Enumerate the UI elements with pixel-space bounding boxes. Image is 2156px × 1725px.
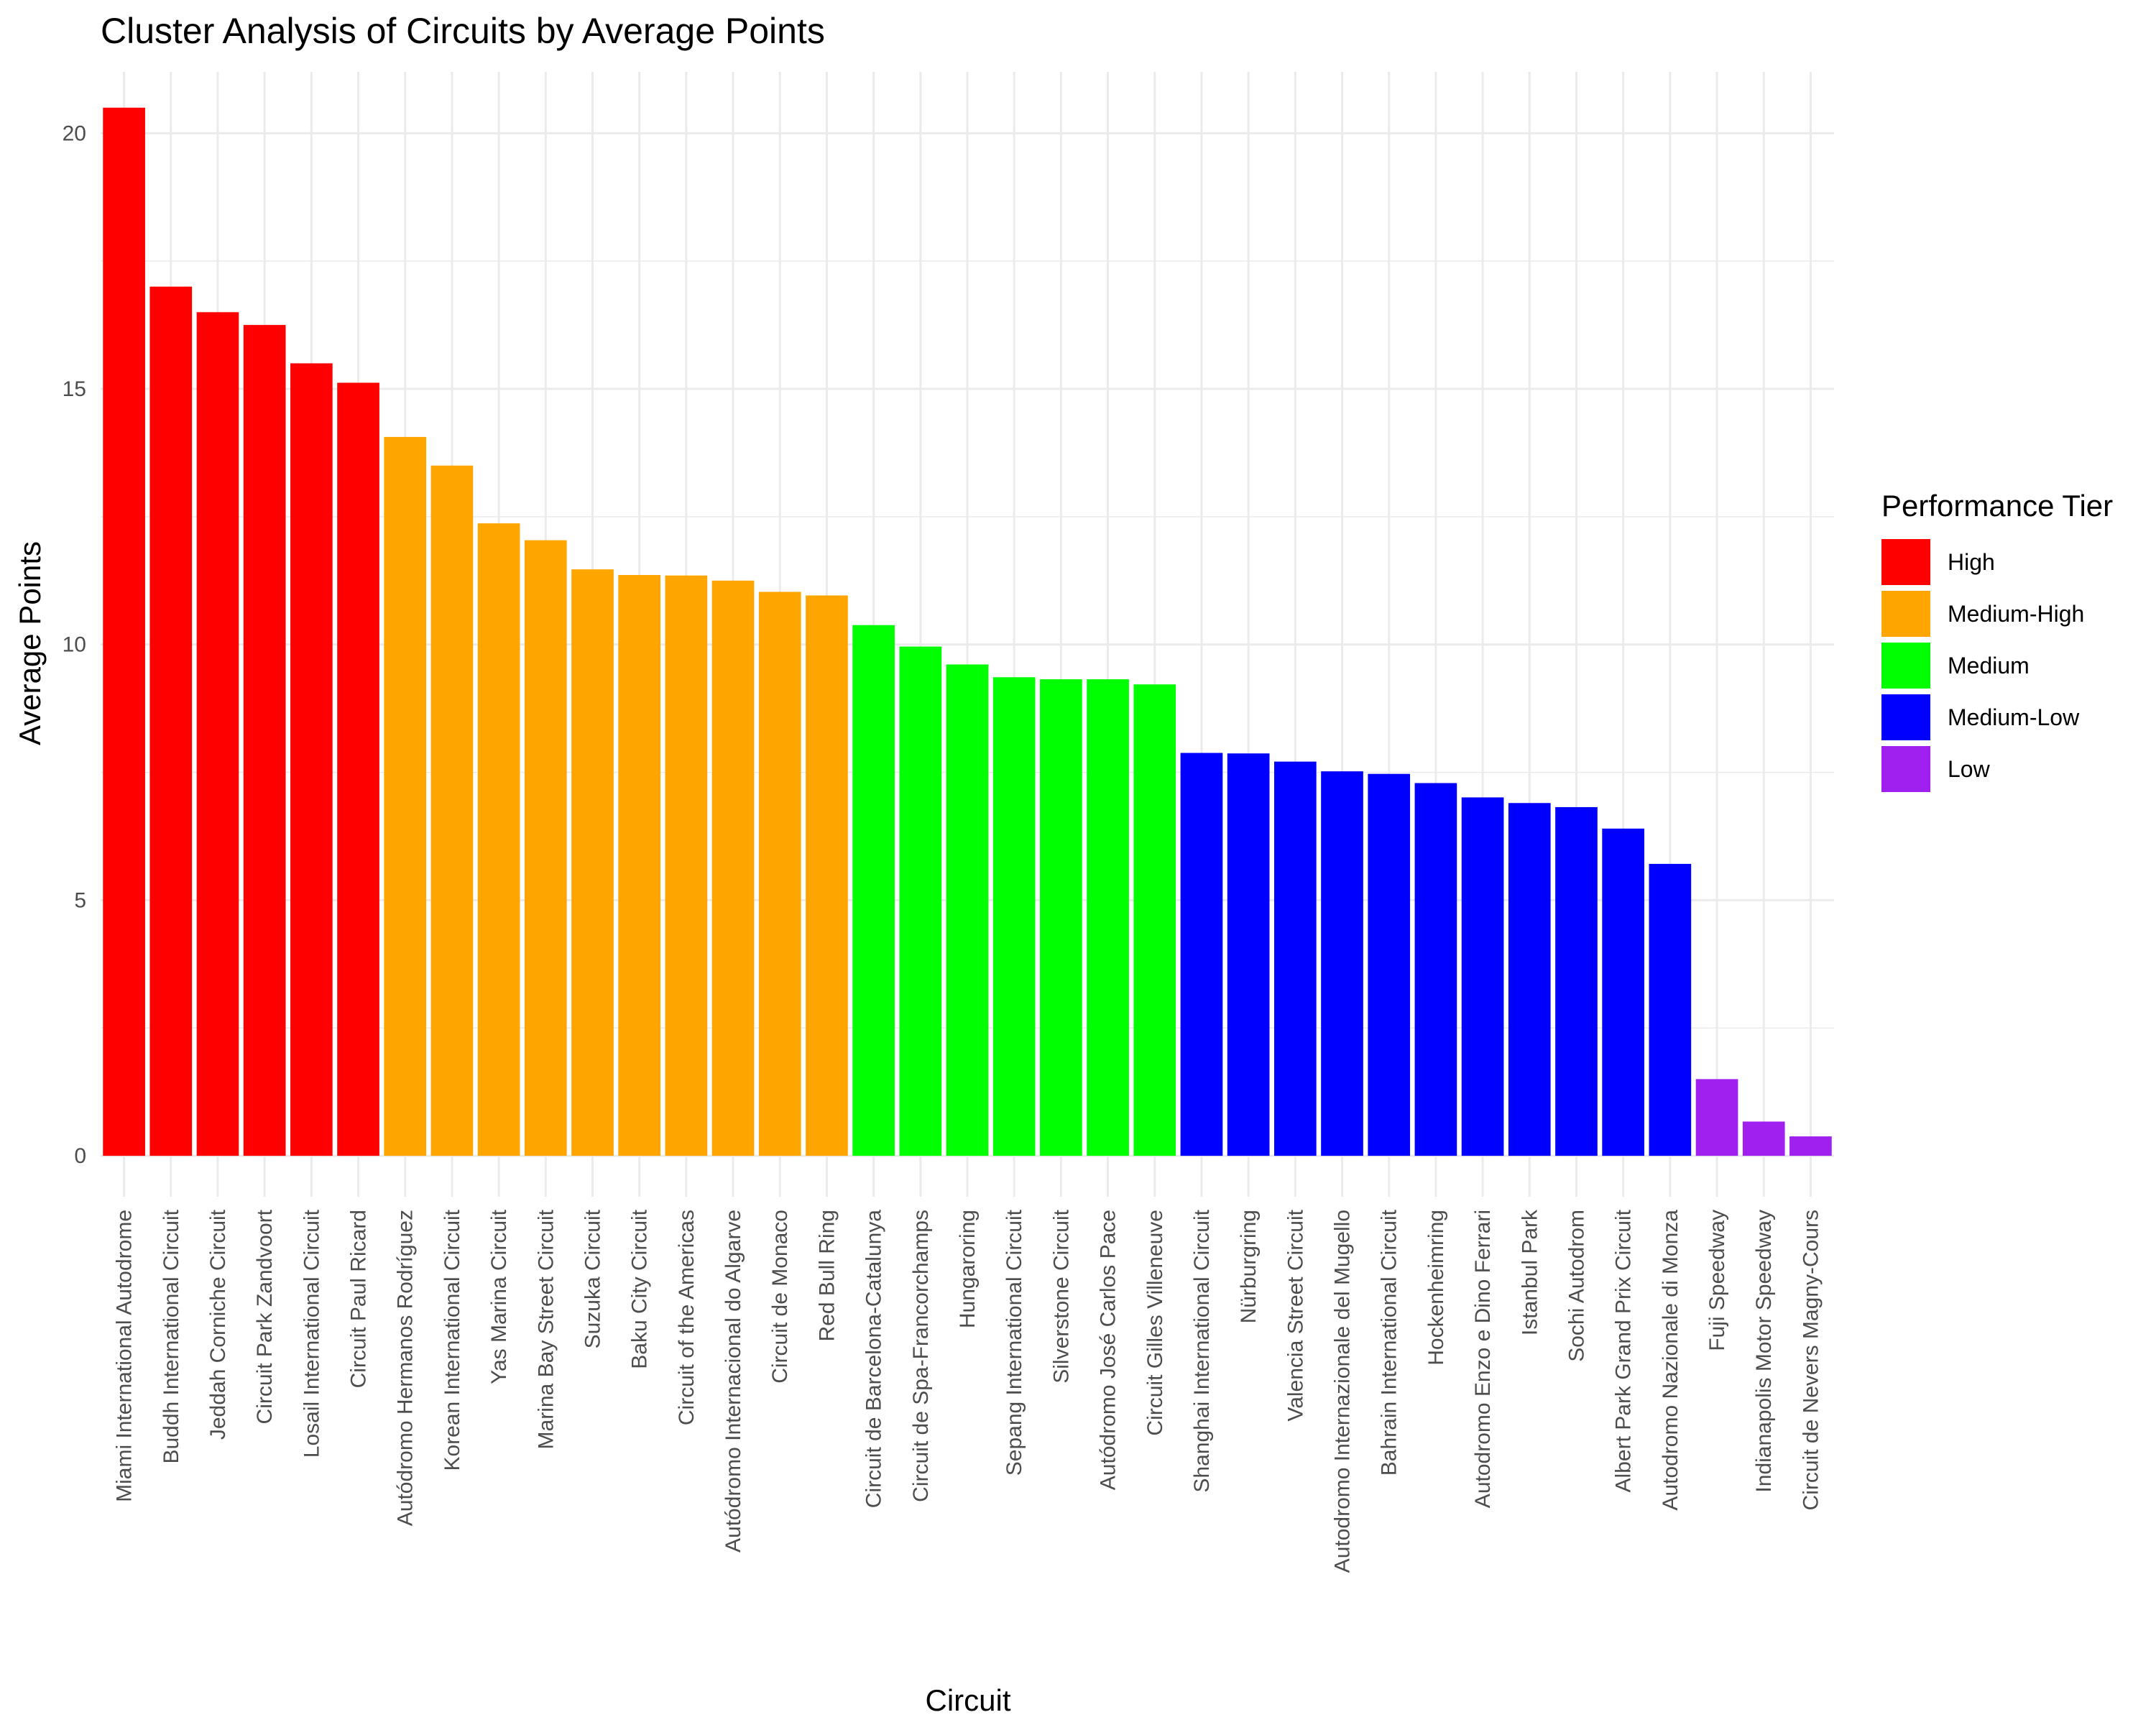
x-tick-label: Circuit of the Americas [675,1210,699,1425]
x-tick-label: Autodromo Enzo e Dino Ferrari [1471,1210,1495,1508]
y-tick-label: 10 [63,633,86,657]
legend: Performance Tier High Medium-High Medium Me… [1881,489,2113,792]
bar [1461,797,1504,1156]
legend-label: Medium-High [1948,601,2084,627]
bar [1649,863,1692,1156]
x-tick-label: Circuit de Spa-Francorchamps [909,1210,933,1502]
x-tick-label: Marina Bay Street Circuit [534,1209,558,1449]
x-tick-label: Baku City Circuit [628,1209,652,1368]
bar [1508,803,1551,1156]
x-tick-label: Suzuka Circuit [581,1209,604,1348]
bar [1321,771,1363,1156]
x-tick-label: Bahrain International Circuit [1378,1209,1401,1476]
x-tick-label: Autódromo Internacional do Algarve [722,1210,745,1552]
x-tick-label: Losail International Circuit [300,1209,323,1458]
bar [992,677,1036,1156]
x-tick-label: Indianapolis Motor Speedway [1752,1210,1776,1493]
x-tick-label: Yas Marina Circuit [487,1209,511,1384]
bar [477,523,520,1156]
x-tick-label: Red Bull Ring [815,1210,839,1341]
x-tick-label: Hungaroring [956,1210,980,1328]
bar [758,592,801,1156]
x-tick-label: Shanghai International Circuit [1190,1209,1214,1492]
x-tick-label: Korean International Circuit [441,1209,464,1471]
x-tick-label: Valencia Street Circuit [1284,1209,1307,1421]
x-tick-label: Nürburgring [1237,1210,1261,1323]
legend-swatch [1881,694,1930,740]
x-tick-label: Sochi Autodrom [1565,1210,1588,1362]
x-tick-label: Miami International Autodrome [113,1210,137,1502]
bar [103,107,145,1156]
bar [1789,1136,1832,1156]
bar [571,569,614,1156]
x-tick-label: Circuit de Barcelona-Catalunya [862,1210,886,1509]
x-tick-label: Autódromo José Carlos Pace [1097,1210,1120,1490]
x-axis-title: Circuit [925,1683,1010,1717]
x-tick-label: Autódromo Hermanos Rodríguez [394,1210,418,1526]
legend-label: High [1948,549,1995,575]
bars [103,107,1832,1156]
bar [852,625,895,1156]
bar [946,664,989,1156]
bar [806,595,848,1156]
legend-label: Medium-Low [1948,704,2080,730]
bar [1695,1079,1738,1156]
x-tick-label: Hockenheimring [1424,1210,1448,1366]
bar [337,382,379,1156]
bar [711,580,755,1156]
x-tick-label: Albert Park Grand Prix Circuit [1612,1209,1636,1492]
bar [149,286,193,1156]
legend-label: Low [1948,756,1991,782]
x-tick-label: Istanbul Park [1518,1209,1542,1335]
bar [1133,684,1176,1156]
x-axis-ticks: Miami International Autodrome Buddh Inter… [113,1209,1823,1573]
y-tick-label: 0 [74,1144,86,1168]
x-tick-label: Autodromo Nazionale di Monza [1659,1210,1682,1511]
x-tick-label: Silverstone Circuit [1049,1209,1073,1383]
bar [290,363,333,1156]
bar [1602,828,1644,1156]
y-tick-label: 5 [74,888,86,912]
legend-swatch [1881,643,1930,689]
legend-title: Performance Tier [1881,489,2113,523]
bar [1227,753,1270,1156]
x-tick-label: Buddh International Circuit [160,1209,183,1463]
bar [1414,783,1457,1156]
x-tick-label: Jeddah Corniche Circuit [206,1209,230,1440]
y-axis-title: Average Points [13,541,47,745]
x-tick-label: Circuit Park Zandvoort [253,1209,277,1424]
x-tick-label: Sepang International Circuit [1003,1209,1026,1476]
y-tick-label: 20 [63,121,86,145]
bar [1273,761,1317,1156]
bar [1368,773,1411,1156]
legend-swatch [1881,591,1930,637]
bar [243,325,286,1156]
bar [1040,679,1082,1156]
bar [899,646,942,1156]
bar [524,540,567,1156]
bar [665,575,708,1156]
bar [1742,1121,1785,1156]
bar [618,574,661,1156]
x-tick-label: Fuji Speedway [1705,1210,1729,1351]
legend-label: Medium [1948,653,2030,678]
y-axis-ticks: 0 5 10 15 20 [63,121,86,1168]
bar [1555,806,1598,1156]
bar [1180,753,1223,1156]
x-tick-label: Circuit de Nevers Magny-Cours [1799,1210,1823,1510]
bar [196,312,239,1156]
y-tick-label: 15 [63,377,86,401]
x-tick-label: Circuit Paul Ricard [347,1210,371,1388]
bar [1087,679,1129,1156]
x-tick-label: Autodromo Internazionale del Mugello [1331,1210,1355,1573]
legend-swatch [1881,746,1930,792]
chart-title: Cluster Analysis of Circuits by Average … [101,11,825,51]
x-tick-label: Circuit Gilles Villeneuve [1143,1210,1167,1436]
legend-swatch [1881,539,1930,585]
bar [430,465,474,1156]
bar [384,436,427,1156]
x-tick-label: Circuit de Monaco [768,1210,792,1384]
